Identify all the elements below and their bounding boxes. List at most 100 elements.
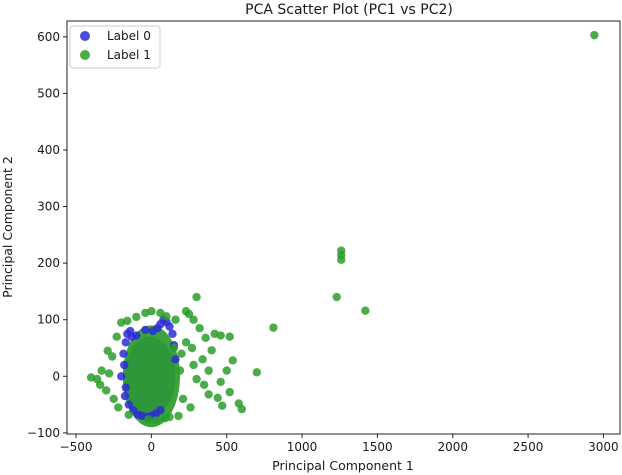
data-point-label-1 — [218, 401, 227, 410]
y-axis: −100 0 100 200 300 400 500 600 — [27, 30, 67, 440]
data-point-label-0 — [132, 331, 141, 340]
data-point-label-1 — [151, 416, 161, 425]
data-point-label-0 — [121, 383, 130, 392]
data-point-label-1 — [186, 403, 195, 412]
y-axis-title: Principal Component 2 — [0, 156, 15, 298]
data-point-label-1 — [162, 312, 171, 321]
data-point-label-1 — [195, 324, 204, 333]
data-point-label-1 — [114, 403, 123, 412]
data-point-label-1 — [199, 380, 209, 389]
chart-title: PCA Scatter Plot (PC1 vs PC2) — [245, 2, 453, 18]
x-axis-title: Principal Component 1 — [272, 458, 414, 473]
data-point-label-1 — [95, 380, 105, 389]
data-point-label-1 — [132, 312, 141, 322]
data-point-label-1 — [181, 307, 191, 316]
data-point-label-1 — [160, 413, 170, 423]
data-point-label-1 — [213, 393, 222, 402]
data-point-label-0 — [171, 355, 180, 364]
data-point-label-0 — [141, 325, 150, 335]
point-cluster-label-1 — [122, 325, 181, 428]
data-point-label-1 — [228, 356, 237, 365]
data-point-label-0 — [156, 406, 165, 415]
y-tick-label: 100 — [37, 313, 60, 327]
data-point-label-1 — [124, 410, 133, 419]
data-point-label-1 — [332, 292, 341, 302]
data-point-label-0 — [165, 322, 174, 331]
data-point-label-1 — [198, 355, 207, 364]
legend-marker-label-1 — [80, 50, 90, 60]
data-point-label-1 — [181, 338, 191, 347]
x-tick-label: 2500 — [513, 440, 544, 454]
plot-area — [66, 20, 621, 435]
data-point-label-1 — [192, 292, 201, 302]
data-point-label-1 — [178, 394, 188, 404]
data-point-label-1 — [337, 255, 346, 264]
data-point-label-1 — [252, 368, 262, 377]
data-point-label-0 — [117, 372, 126, 381]
legend: Label 0 Label 1 — [69, 25, 161, 69]
legend-box — [69, 25, 161, 69]
plot-frame — [66, 20, 621, 435]
data-point-label-1 — [123, 316, 132, 326]
x-tick-label: 0 — [148, 440, 156, 454]
data-point-label-1 — [192, 374, 201, 384]
y-tick-label: 500 — [37, 86, 60, 100]
data-point-label-1 — [108, 352, 117, 361]
data-point-label-0 — [120, 360, 129, 370]
data-point-label-1 — [187, 343, 197, 353]
x-tick-label: −500 — [60, 440, 93, 454]
data-point-label-0 — [168, 329, 177, 339]
data-point-label-0 — [124, 400, 133, 409]
x-tick-label: 1000 — [287, 440, 318, 454]
data-point-label-1 — [204, 390, 213, 399]
data-point-label-1 — [174, 411, 183, 421]
data-point-label-1 — [361, 306, 370, 315]
legend-marker-label-0 — [80, 31, 90, 41]
data-point-label-0 — [119, 349, 128, 358]
data-point-label-1 — [216, 377, 225, 387]
x-tick-label: 2000 — [437, 440, 468, 454]
data-point-label-1 — [590, 30, 599, 40]
data-point-label-1 — [169, 343, 179, 353]
data-point-label-1 — [216, 331, 225, 340]
data-point-label-1 — [171, 315, 180, 324]
data-point-label-1 — [175, 366, 185, 375]
legend-label-1: Label 1 — [107, 48, 151, 62]
x-axis: −500 0 500 1000 1500 2000 2500 3000 — [60, 434, 619, 454]
y-tick-label: −100 — [27, 426, 60, 440]
x-tick-label: 3000 — [588, 440, 619, 454]
x-tick-label: 1500 — [362, 440, 393, 454]
y-tick-label: 300 — [37, 200, 60, 214]
data-point-label-1 — [104, 369, 114, 378]
data-point-label-1 — [86, 373, 96, 382]
data-point-label-0 — [120, 391, 130, 401]
data-point-label-1 — [177, 349, 186, 358]
data-point-label-1 — [103, 346, 112, 356]
data-point-label-1 — [207, 346, 216, 355]
legend-label-0: Label 0 — [107, 29, 151, 43]
data-point-label-1 — [269, 323, 278, 332]
data-point-label-1 — [204, 366, 213, 375]
data-point-label-1 — [189, 360, 198, 370]
y-tick-label: 600 — [37, 30, 60, 44]
data-point-label-1 — [101, 386, 111, 395]
point-clusters — [122, 325, 181, 428]
y-tick-label: 0 — [52, 369, 60, 383]
data-point-label-1 — [112, 332, 121, 341]
data-point-label-1 — [201, 333, 210, 343]
data-point-label-1 — [97, 366, 106, 375]
data-point-label-1 — [225, 387, 234, 397]
data-points — [86, 30, 599, 425]
data-point-label-1 — [147, 307, 156, 316]
y-tick-label: 200 — [37, 256, 60, 270]
data-point-label-0 — [148, 326, 158, 336]
x-tick-label: 500 — [215, 440, 238, 454]
data-point-label-1 — [225, 332, 234, 341]
data-point-label-1 — [144, 415, 153, 424]
data-point-label-1 — [109, 394, 118, 404]
data-point-label-0 — [121, 338, 130, 347]
data-point-label-1 — [189, 315, 198, 324]
data-point-label-1 — [222, 366, 231, 375]
y-tick-label: 400 — [37, 143, 60, 157]
